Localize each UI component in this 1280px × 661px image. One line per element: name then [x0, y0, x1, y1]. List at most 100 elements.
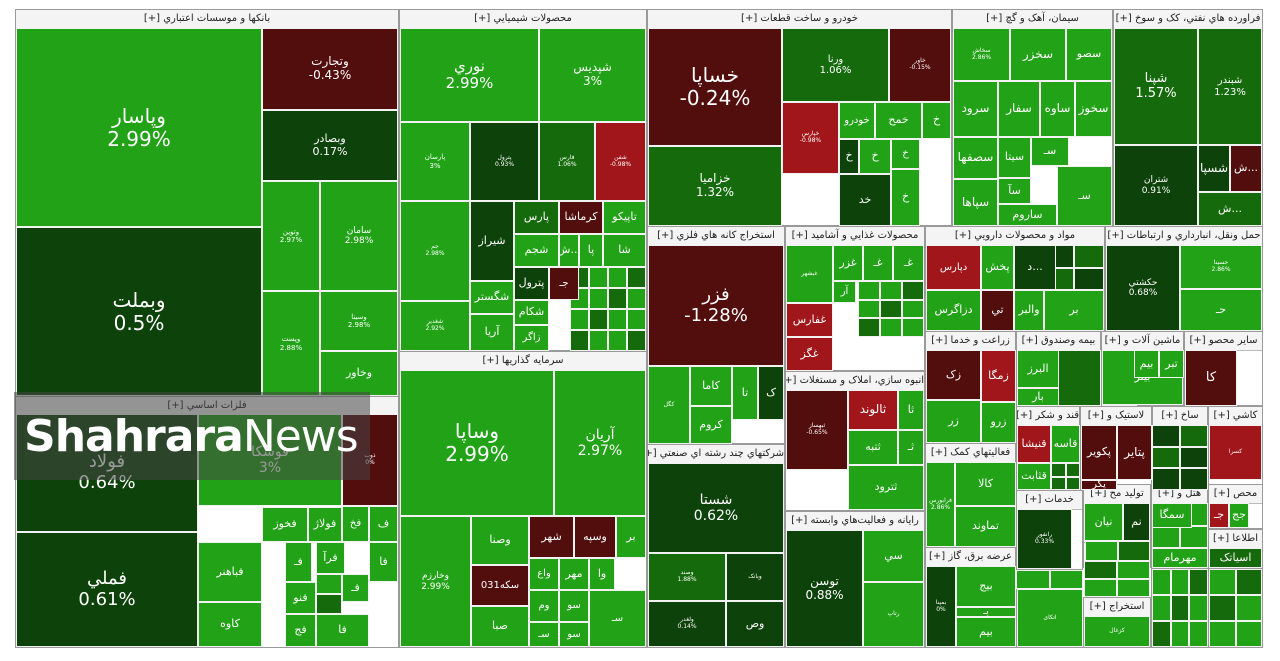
stock-tile[interactable]: خمح — [875, 102, 922, 139]
stock-tile[interactable]: وبصادر 0.17% — [262, 110, 398, 181]
stock-tile[interactable]: ولغدر 0.14% — [648, 601, 726, 647]
stock-tile[interactable]: فا — [369, 542, 398, 582]
stock-tile[interactable]: شا — [603, 234, 646, 267]
stock-tile[interactable]: ک — [758, 366, 784, 420]
stock-tile[interactable]: زمگا — [981, 350, 1016, 402]
stock-tile[interactable]: شپديس 3% — [539, 28, 646, 122]
stock-tile[interactable]: وصند 1.88% — [648, 553, 726, 601]
sector-title[interactable]: ساخ [+] — [1153, 407, 1207, 426]
stock-tile[interactable]: وسینا 2.98% — [320, 291, 398, 351]
stock-tile[interactable]: غـ — [863, 245, 893, 281]
sector-title[interactable]: بانکها و موسسات اعتباري [+] — [16, 10, 398, 29]
stock-tile[interactable]: سو — [559, 590, 589, 622]
stock-tile[interactable]: سـ — [1057, 166, 1112, 226]
sector-title[interactable]: زراعت و خدما [+] — [926, 332, 1015, 351]
stock-tile[interactable]: سفار — [998, 81, 1040, 137]
stock-tile[interactable]: پارسان 3% — [400, 122, 470, 201]
sector-title[interactable]: بيمه وصندوق [+] — [1017, 332, 1100, 351]
stock-tile[interactable]: غفارس — [786, 303, 833, 337]
stock-tile[interactable]: کا — [1185, 350, 1237, 406]
stock-tile[interactable]: وپست 2.88% — [262, 291, 320, 396]
stock-tile[interactable]: مهر — [559, 558, 589, 590]
sector-title[interactable]: سرمايه گذاريها [+] — [400, 352, 646, 371]
sector-title[interactable]: کاشي [+] — [1209, 407, 1262, 426]
stock-tile[interactable]: شگستر — [470, 281, 514, 314]
sector-title[interactable]: عرضه برق، گاز [+] — [926, 548, 1015, 567]
stock-tile[interactable]: خساپا -0.24% — [648, 28, 782, 146]
stock-tile[interactable]: حـ — [1180, 289, 1262, 331]
stock-tile[interactable]: سآ — [998, 178, 1031, 204]
stock-tile[interactable]: والبر — [1014, 290, 1044, 331]
stock-tile[interactable]: پکویر — [1081, 425, 1117, 480]
stock-tile[interactable]: بمپنا 0% — [926, 566, 956, 647]
stock-tile[interactable]: قاسه — [1051, 425, 1080, 463]
stock-tile[interactable]: جـ — [549, 267, 579, 300]
stock-tile[interactable]: خزاميا 1.32% — [648, 146, 782, 226]
stock-tile[interactable]: ثالوند — [848, 390, 898, 430]
stock-tile[interactable]: شسپا — [1198, 145, 1230, 192]
stock-tile[interactable]: وتجارت -0.43% — [262, 28, 398, 110]
stock-tile[interactable]: شیراز — [470, 201, 514, 281]
stock-tile[interactable]: سخاش 2.86% — [953, 28, 1010, 81]
stock-tile[interactable]: کسرا — [1209, 425, 1262, 480]
stock-tile[interactable]: قنیشا — [1017, 425, 1051, 463]
stock-tile[interactable]: غـ — [893, 245, 924, 281]
stock-tile[interactable]: وتوین 2.97% — [262, 181, 320, 291]
sector-title[interactable]: محصولات شيميايي [+] — [400, 10, 646, 29]
stock-tile[interactable]: ورنا 1.06% — [782, 28, 889, 102]
stock-tile[interactable]: کرماشا — [559, 201, 603, 234]
stock-tile[interactable]: وبملت 0.5% — [16, 227, 262, 396]
stock-tile[interactable]: زرو — [981, 402, 1016, 443]
stock-tile[interactable]: وپاسار 2.99% — [16, 28, 262, 227]
stock-tile[interactable]: وسپه — [574, 516, 616, 558]
stock-tile[interactable]: وخاور — [320, 351, 398, 396]
stock-tile[interactable]: خ — [922, 102, 951, 139]
stock-tile[interactable]: وساپا 2.99% — [400, 370, 554, 516]
stock-tile[interactable]: فارس 1.06% — [539, 122, 595, 201]
stock-tile[interactable]: حکشتي 0.68% — [1106, 245, 1180, 331]
stock-tile[interactable]: مهرمام — [1152, 548, 1208, 568]
stock-tile[interactable]: ش... — [1230, 145, 1262, 192]
stock-tile[interactable]: ثبهساز -0.65% — [786, 390, 848, 470]
stock-tile[interactable]: شکام — [514, 300, 549, 325]
stock-tile[interactable]: قثابت — [1017, 463, 1051, 490]
stock-tile[interactable]: آريان 2.97% — [554, 370, 646, 516]
stock-tile[interactable]: فباهنر — [198, 542, 262, 602]
sector-title[interactable]: حمل ونقل، انبارداري و ارتباطات [+] — [1106, 227, 1262, 246]
stock-tile[interactable]: خودرو — [839, 102, 875, 139]
stock-tile[interactable]: ف — [369, 506, 398, 542]
stock-tile[interactable]: غزر — [833, 245, 863, 281]
stock-tile[interactable]: نوري 2.99% — [400, 28, 539, 122]
stock-tile[interactable]: ثا — [898, 390, 924, 430]
stock-tile[interactable]: خاور -0.15% — [889, 28, 951, 102]
stock-tile[interactable]: فج — [285, 614, 316, 647]
stock-tile[interactable]: شتران 0.91% — [1114, 145, 1198, 226]
stock-tile[interactable]: کزغال — [1084, 616, 1150, 647]
stock-tile[interactable]: خ — [859, 139, 891, 174]
stock-tile[interactable]: ثترود — [848, 465, 924, 510]
stock-tile[interactable]: نم — [1123, 503, 1150, 541]
stock-tile[interactable]: زر — [926, 400, 981, 443]
stock-tile[interactable]: کاما — [690, 366, 732, 406]
stock-tile[interactable]: ساروم — [998, 204, 1057, 226]
stock-tile[interactable]: توسن 0.88% — [786, 530, 863, 647]
stock-tile[interactable]: غبشهر — [786, 245, 833, 303]
stock-tile[interactable]: سخزر — [1010, 28, 1066, 81]
stock-tile[interactable]: ساوه — [1040, 81, 1075, 137]
stock-tile[interactable]: شستا 0.62% — [648, 463, 784, 553]
sector-title[interactable]: شرکتهاي چند رشته اي صنعتي [+] — [648, 445, 784, 464]
stock-tile[interactable]: سصفها — [953, 137, 998, 179]
stock-tile[interactable]: اتکای — [1017, 589, 1083, 647]
stock-tile[interactable]: فخوز — [262, 507, 308, 542]
stock-tile[interactable]: جج — [1229, 503, 1249, 528]
stock-tile[interactable]: زک — [926, 350, 981, 400]
sector-title[interactable]: لاستيک و [+] — [1081, 407, 1151, 426]
stock-tile[interactable]: بيم — [1134, 350, 1159, 378]
stock-tile[interactable]: رتاپ — [863, 582, 924, 647]
stock-tile[interactable]: سو — [559, 622, 589, 647]
stock-tile[interactable]: سپاها — [953, 179, 998, 226]
stock-tile[interactable]: تماوند — [955, 506, 1016, 547]
sector-title[interactable]: انبوه سازي، املاک و مستغلات [+] — [786, 372, 924, 391]
stock-tile[interactable]: وص — [726, 601, 784, 647]
sector-title[interactable]: فعاليتهاي کمک [+] — [926, 444, 1015, 463]
